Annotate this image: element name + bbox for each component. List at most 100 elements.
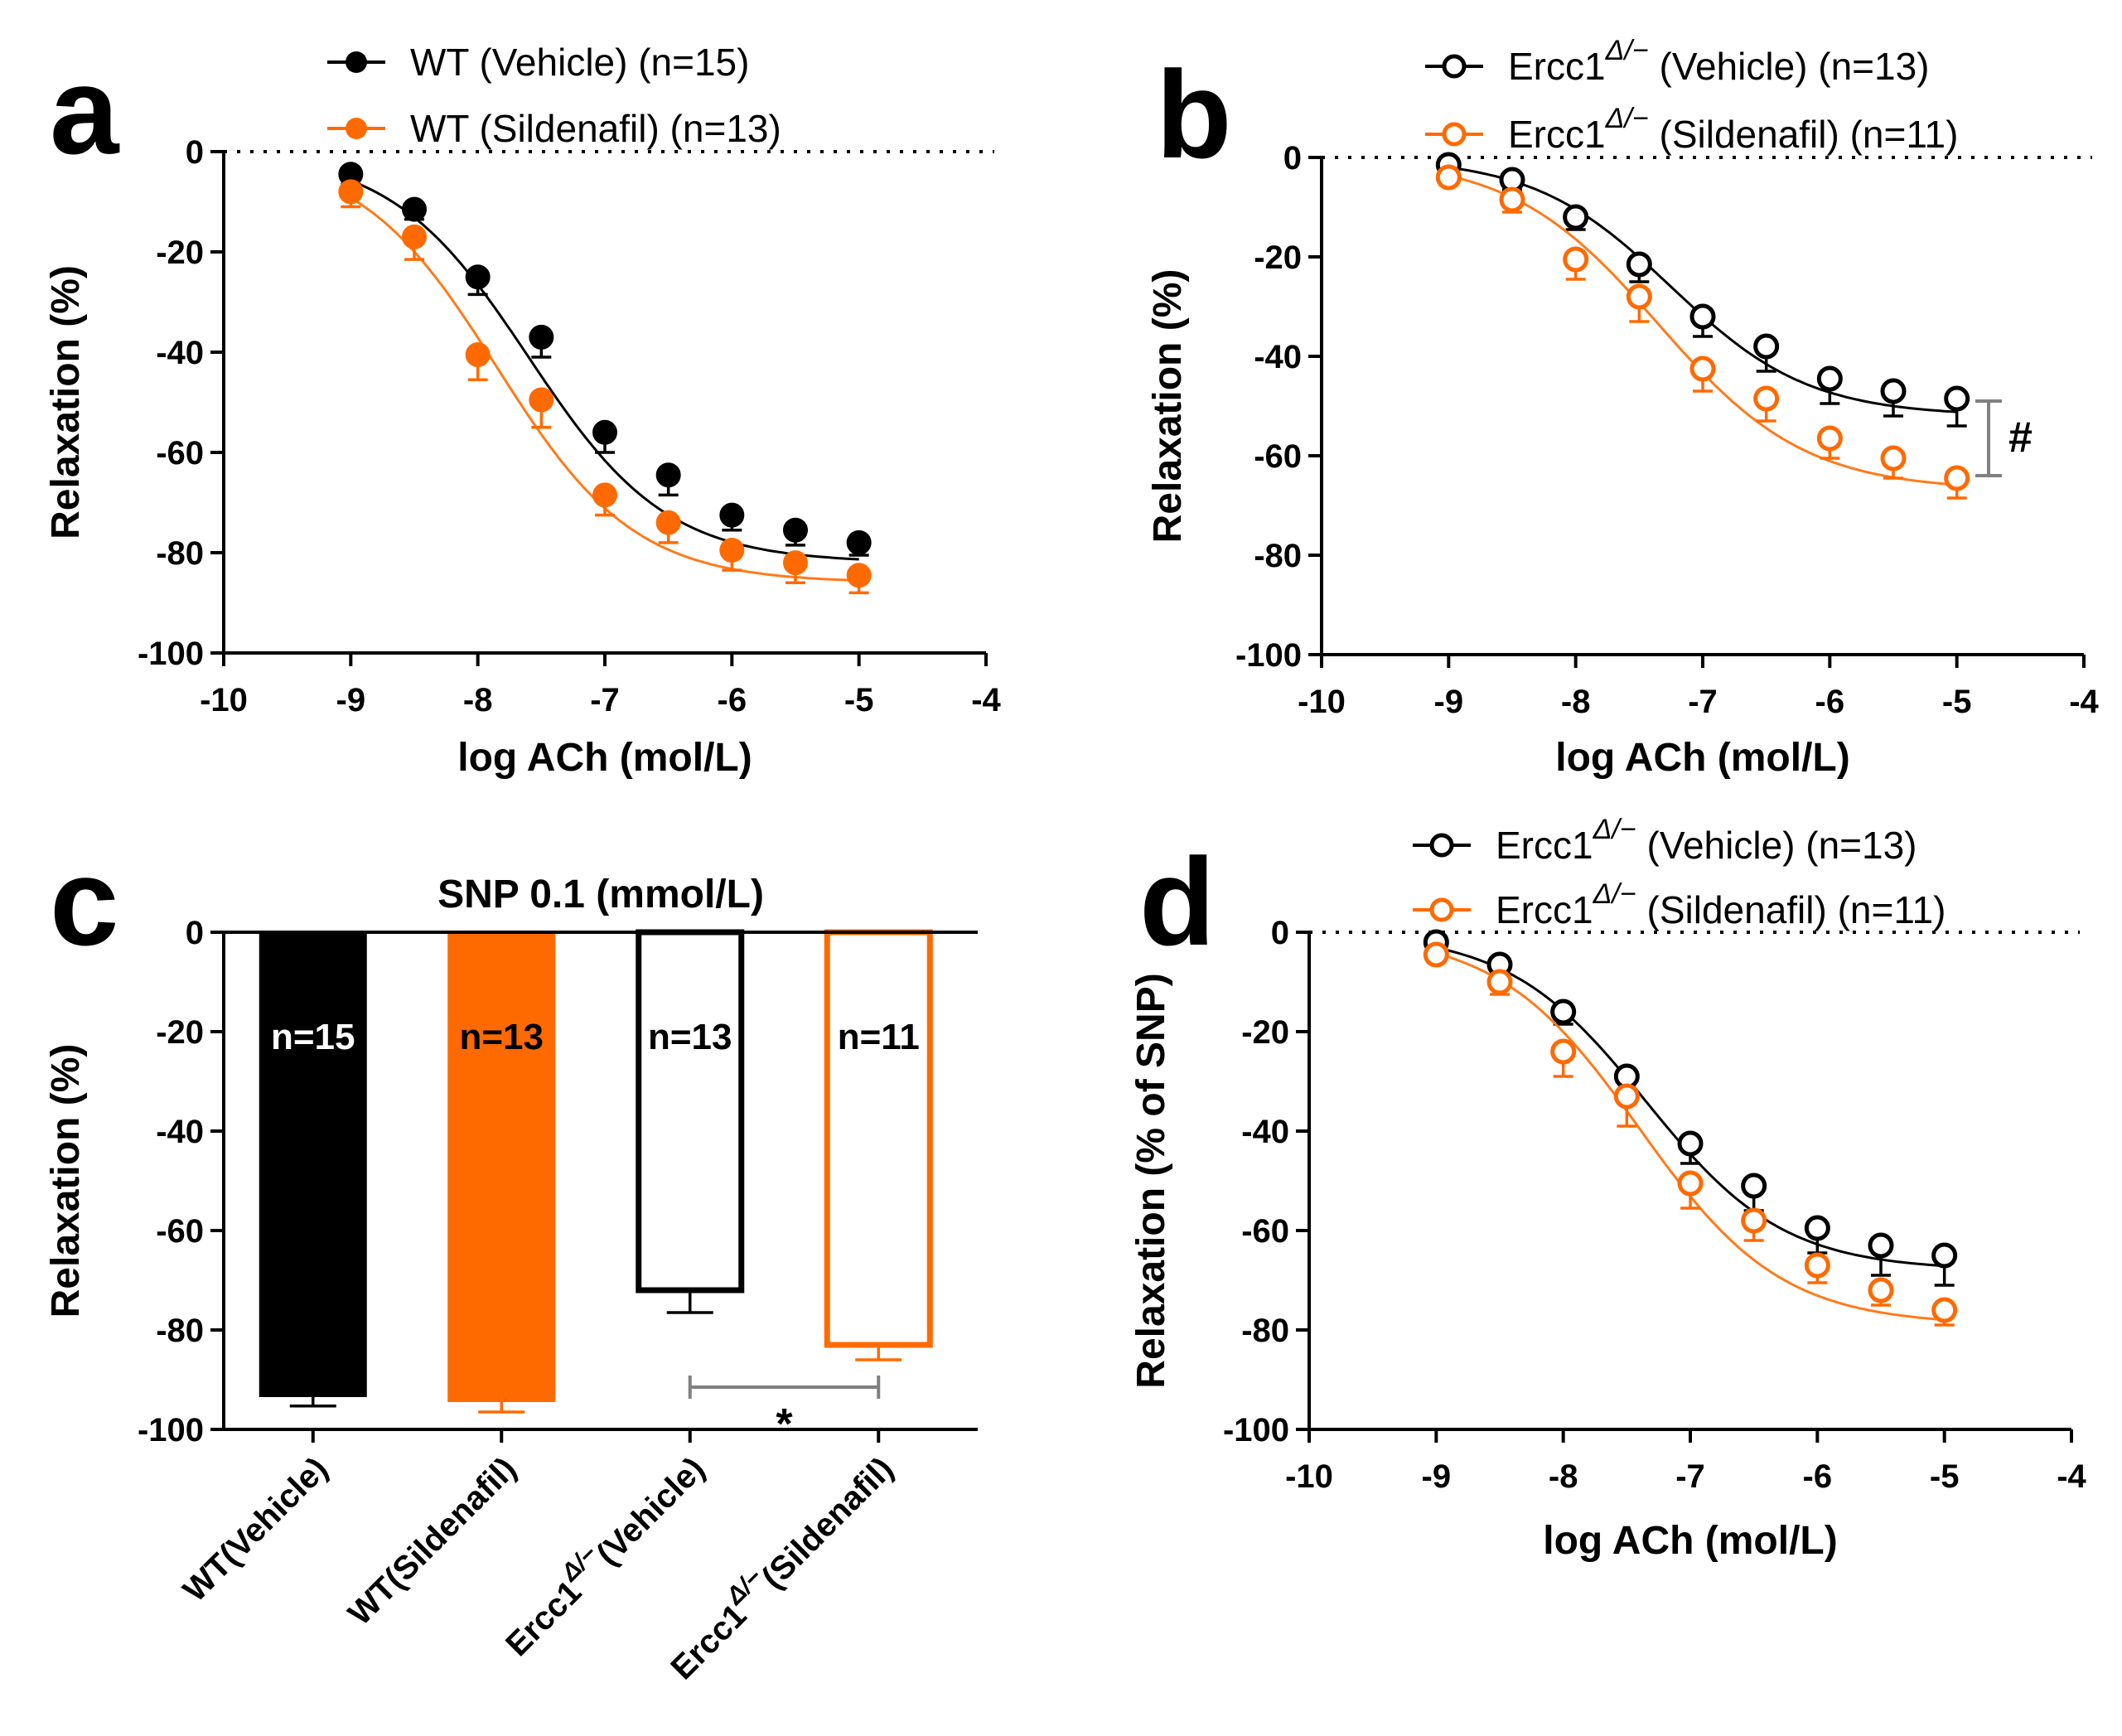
y-axis-label: Relaxation (%) <box>44 265 88 539</box>
bar-group: n=13 <box>447 932 556 1414</box>
legend-label-tail: (Vehicle) (n=13) <box>1636 824 1917 867</box>
panel-b: b 0 -20 -40 -60 -80 -100 -10 -9 -8 -7 -6 -5 -4 log ACh… <box>1146 35 2100 780</box>
y-tick-label: -20 <box>156 235 204 271</box>
data-point <box>592 419 617 445</box>
bar-group: n=11 <box>824 929 933 1361</box>
y-tick-label: -60 <box>1241 1213 1289 1250</box>
data-point <box>1689 303 1716 330</box>
y-tick-label: -40 <box>156 1114 204 1150</box>
legend-label: Ercc1Δ/− (Vehicle) (n=13) <box>1508 35 1930 88</box>
x-tick-label-tail: (Sildenafil) <box>755 1450 901 1596</box>
y-tick-label: -80 <box>1254 538 1302 574</box>
data-point <box>846 563 872 588</box>
data-point <box>1868 1277 1894 1303</box>
x-tick-label: -9 <box>1434 684 1464 720</box>
fit-curve <box>350 196 859 583</box>
y-tick-label: -60 <box>156 1213 204 1250</box>
legend-label-main: Ercc1 <box>1508 45 1606 88</box>
data-point <box>1486 969 1513 995</box>
y-tick-label: -100 <box>1223 1412 1289 1448</box>
x-tick-label: -10 <box>200 682 248 718</box>
data-point <box>1753 333 1780 360</box>
x-tick-label: -10 <box>1285 1458 1333 1495</box>
legend-label-tail: (Sildenafil) (n=11) <box>1649 113 1959 156</box>
data-point <box>1563 246 1589 273</box>
x-tick-label: -6 <box>1815 684 1845 720</box>
x-tick-label-main: Ercc1 <box>499 1574 588 1663</box>
panel-a: a 0 -20 -40 -60 -80 -100 -10 -9 -8 -7 -6 -5 -4 log ACh… <box>44 41 1002 780</box>
data-point <box>655 462 681 488</box>
data-point <box>1550 999 1577 1025</box>
data-point <box>1563 204 1589 230</box>
legend-marker <box>1442 54 1467 79</box>
x-tick-label: -4 <box>2057 1458 2086 1495</box>
x-tick-label-main: WT(Sildenafil) <box>341 1450 524 1632</box>
panel-letter: b <box>1156 45 1232 184</box>
legend-label: Ercc1Δ/− (Sildenafil) (n=11) <box>1496 878 1946 931</box>
data-point <box>529 324 554 350</box>
bar-group: n=15 <box>259 932 367 1408</box>
x-tick-label: -8 <box>1561 684 1591 720</box>
y-tick-label: -80 <box>156 1313 204 1349</box>
data-point <box>338 179 364 205</box>
legend-label: Ercc1Δ/− (Vehicle) (n=13) <box>1496 814 1917 867</box>
legend-label-superscript: Δ/− <box>1605 35 1649 66</box>
data-point <box>1880 378 1907 404</box>
x-tick-label: -5 <box>844 682 874 718</box>
chart-title: SNP 0.1 (mmol/L) <box>437 873 764 916</box>
x-tick-label: -6 <box>718 682 747 718</box>
panel-letter: d <box>1139 832 1216 971</box>
series-1 <box>1435 164 1970 500</box>
x-tick-label: -9 <box>336 682 366 718</box>
data-point <box>1944 465 1970 491</box>
y-tick-label: -40 <box>1254 339 1302 375</box>
data-point <box>1816 365 1843 392</box>
fit-curve <box>350 179 859 561</box>
significance-marker: # <box>2008 413 2033 462</box>
data-point <box>1931 1297 1958 1323</box>
data-point <box>1626 283 1652 310</box>
x-tick-label: -5 <box>1930 1458 1960 1495</box>
bar <box>259 932 367 1397</box>
y-tick-label: -80 <box>1241 1313 1289 1349</box>
y-tick-label: 0 <box>1283 140 1302 177</box>
data-point <box>1550 1038 1577 1065</box>
data-point <box>1435 164 1462 191</box>
legend-label: Ercc1Δ/− (Sildenafil) (n=11) <box>1508 103 1958 156</box>
y-tick-label: -60 <box>1254 438 1302 475</box>
legend-marker <box>1429 833 1454 858</box>
data-point <box>529 387 554 413</box>
legend-label-tail: (Sildenafil) (n=11) <box>1636 888 1946 931</box>
data-point <box>592 482 617 508</box>
data-point <box>1626 251 1652 278</box>
x-tick-label: -4 <box>2069 684 2099 720</box>
legend-marker <box>346 51 367 73</box>
y-tick-label: 0 <box>186 134 204 171</box>
x-tick-label: -8 <box>1549 1458 1578 1495</box>
x-tick-label: -7 <box>1688 684 1718 720</box>
x-tick-label: WT(Vehicle) <box>176 1450 335 1608</box>
panel-letter: c <box>50 832 118 971</box>
x-axis-label: log ACh (mol/L) <box>1543 1519 1837 1563</box>
y-tick-label: 0 <box>1271 915 1289 951</box>
legend-label-superscript: Δ/− <box>1593 814 1636 845</box>
significance-bracket: # <box>1975 399 2033 477</box>
legend-label: WT (Vehicle) (n=15) <box>410 41 749 84</box>
y-tick-label: -100 <box>138 1412 204 1448</box>
x-tick-label-main: Ercc1 <box>664 1597 753 1686</box>
x-tick-label: -7 <box>1675 1458 1705 1495</box>
data-point <box>719 537 745 563</box>
legend-label: WT (Sildenafil) (n=13) <box>410 107 781 150</box>
data-point <box>402 224 427 249</box>
y-tick-label: -100 <box>1235 637 1302 674</box>
series-0 <box>1423 929 1958 1287</box>
y-tick-label: -60 <box>156 435 204 471</box>
bar <box>447 932 556 1402</box>
y-axis-label: Relaxation (%) <box>1146 269 1190 544</box>
y-axis-label: Relaxation (%) <box>44 1044 88 1318</box>
y-tick-label: -20 <box>1254 239 1302 276</box>
y-tick-label: -80 <box>156 535 204 572</box>
x-tick-label-main: WT(Vehicle) <box>176 1450 335 1608</box>
x-tick-label: -8 <box>463 682 493 718</box>
bar-group: n=13 <box>636 929 745 1314</box>
